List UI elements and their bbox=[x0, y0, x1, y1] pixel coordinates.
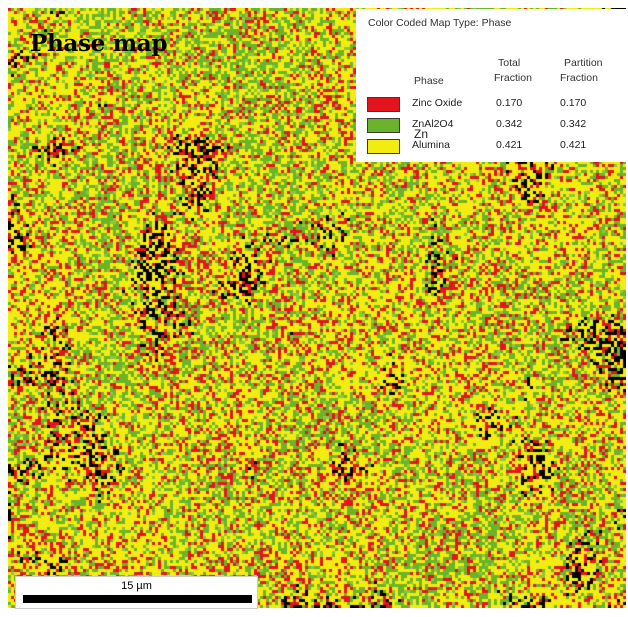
phase-legend: Color Coded Map Type: Phase Total Fracti… bbox=[356, 9, 626, 162]
scale-bar-label: 15 µm bbox=[121, 580, 152, 592]
row-total: 0.342 bbox=[496, 118, 523, 130]
legend-header-total-1: Total bbox=[498, 57, 521, 69]
legend-row-znal2o4: ZnAl2O4 0.342 0.342 bbox=[356, 118, 626, 136]
legend-header-partition-2: Fraction bbox=[560, 72, 598, 84]
row-partition: 0.342 bbox=[560, 118, 587, 130]
row-name: ZnAl2O4 bbox=[412, 118, 454, 130]
legend-row-zinc-oxide: Zinc Oxide 0.170 0.170 bbox=[356, 97, 626, 115]
row-name: Alumina bbox=[412, 139, 450, 151]
legend-title: Color Coded Map Type: Phase bbox=[368, 17, 512, 29]
swatch-zinc-oxide bbox=[367, 97, 400, 112]
row-total: 0.421 bbox=[496, 139, 523, 151]
row-partition: 0.170 bbox=[560, 97, 587, 109]
row-partition: 0.421 bbox=[560, 139, 587, 151]
row-name: Zinc Oxide bbox=[412, 97, 463, 109]
scale-bar-line bbox=[23, 595, 252, 603]
row-total: 0.170 bbox=[496, 97, 523, 109]
map-title: Phase map bbox=[30, 30, 168, 57]
zn-annotation: Zn bbox=[414, 127, 429, 141]
swatch-znal2o4 bbox=[367, 118, 400, 133]
legend-header-partition-1: Partition bbox=[564, 57, 603, 69]
legend-row-alumina: Alumina 0.421 0.421 bbox=[356, 139, 626, 157]
legend-header-phase: Phase bbox=[414, 75, 444, 87]
swatch-alumina bbox=[367, 139, 400, 154]
legend-header-total-2: Fraction bbox=[494, 72, 532, 84]
scale-bar: 15 µm bbox=[15, 576, 258, 609]
